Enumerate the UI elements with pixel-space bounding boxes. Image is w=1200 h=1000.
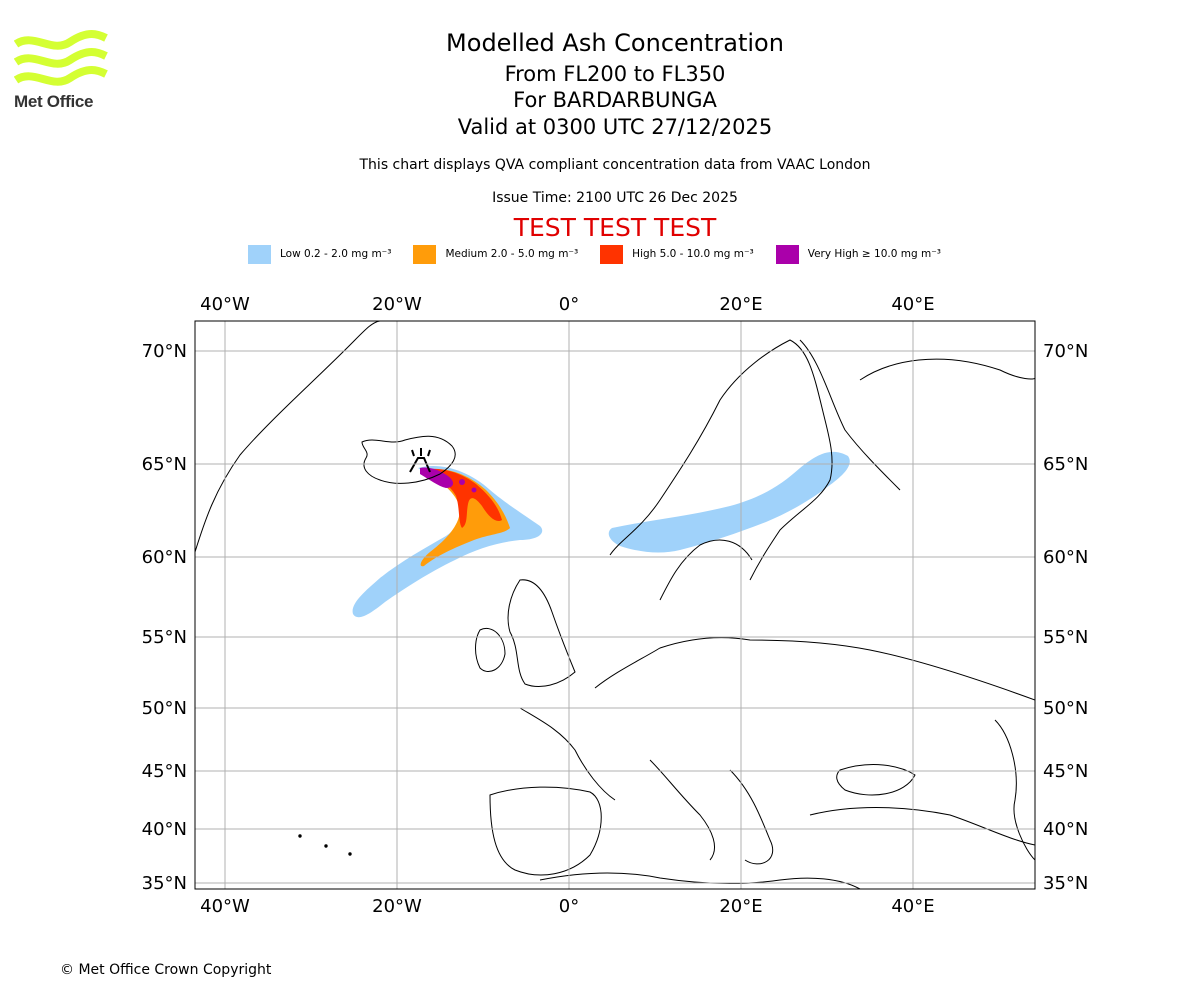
lat-label-left: 35°N <box>142 873 187 894</box>
map-frame <box>194 320 1036 890</box>
legend-label-low: Low 0.2 - 2.0 mg m⁻³ <box>280 248 392 260</box>
lat-label-left: 55°N <box>142 627 187 648</box>
lon-label-bottom: 40°E <box>891 896 934 917</box>
legend-swatch-low <box>248 244 271 264</box>
lat-label-left: 70°N <box>142 341 187 362</box>
lon-label-top: 40°W <box>200 294 250 315</box>
lon-label-bottom: 20°W <box>372 896 422 917</box>
lon-label-top: 40°E <box>891 294 934 315</box>
lon-label-top: 0° <box>559 294 579 315</box>
valid-time: Valid at 0300 UTC 27/12/2025 <box>457 115 773 139</box>
gridlines <box>195 321 1035 889</box>
volcano-icon <box>409 448 431 473</box>
legend-item-very-high: Very High ≥ 10.0 mg m⁻³ <box>775 244 941 264</box>
lat-label-left: 65°N <box>142 454 187 475</box>
lat-label-right: 65°N <box>1043 454 1088 475</box>
chart-title: Modelled Ash Concentration <box>446 29 784 57</box>
lat-label-left: 50°N <box>142 698 187 719</box>
met-office-logo <box>14 30 108 86</box>
legend-label-very-high: Very High ≥ 10.0 mg m⁻³ <box>807 248 941 260</box>
legend-swatch-medium <box>413 244 437 264</box>
lat-label-right: 60°N <box>1043 547 1088 568</box>
lat-label-right: 40°N <box>1043 819 1088 840</box>
ash-very-high-region <box>420 467 477 493</box>
lat-label-right: 35°N <box>1043 873 1088 894</box>
volcano-name: For BARDARBUNGA <box>513 88 717 112</box>
legend-item-low: Low 0.2 - 2.0 mg m⁻³ <box>248 244 392 264</box>
copyright: © Met Office Crown Copyright <box>60 962 272 978</box>
lat-label-right: 70°N <box>1043 341 1088 362</box>
legend-label-high: High 5.0 - 10.0 mg m⁻³ <box>632 248 754 260</box>
met-office-logo-text: Met Office <box>14 92 94 111</box>
legend-item-medium: Medium 2.0 - 5.0 mg m⁻³ <box>413 244 579 264</box>
test-banner: TEST TEST TEST <box>513 213 717 242</box>
lon-label-top: 20°W <box>372 294 422 315</box>
axis-labels: 40°W 40°W 20°W 20°W 0° 0° 20°E 20°E 40°E 40°E 70°N… <box>142 294 1089 917</box>
lat-label-right: 45°N <box>1043 761 1088 782</box>
lon-label-bottom: 0° <box>559 896 579 917</box>
legend: Low 0.2 - 2.0 mg m⁻³ Medium 2.0 - 5.0 mg… <box>248 244 963 264</box>
lat-label-right: 55°N <box>1043 627 1088 648</box>
chart-description: This chart displays QVA compliant concen… <box>359 157 871 173</box>
legend-swatch-very-high <box>775 244 799 264</box>
legend-item-high: High 5.0 - 10.0 mg m⁻³ <box>600 244 754 264</box>
lon-label-top: 20°E <box>719 294 762 315</box>
lat-label-left: 40°N <box>142 819 187 840</box>
legend-swatch-high <box>600 244 624 264</box>
issue-time: Issue Time: 2100 UTC 26 Dec 2025 <box>492 190 738 206</box>
flight-level-range: From FL200 to FL350 <box>504 62 726 86</box>
coastlines <box>195 321 1035 889</box>
legend-label-medium: Medium 2.0 - 5.0 mg m⁻³ <box>445 248 579 260</box>
lat-label-left: 60°N <box>142 547 187 568</box>
lat-label-right: 50°N <box>1043 698 1088 719</box>
lon-label-bottom: 40°W <box>200 896 250 917</box>
ash-high-region <box>420 468 502 528</box>
lon-label-bottom: 20°E <box>719 896 762 917</box>
lat-label-left: 45°N <box>142 761 187 782</box>
